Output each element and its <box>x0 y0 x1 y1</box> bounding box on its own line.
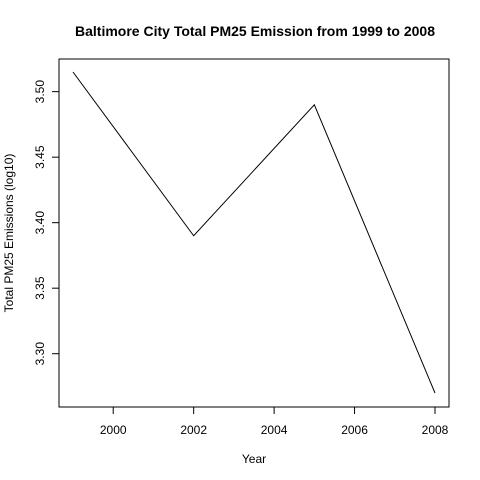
x-tick-label: 2006 <box>341 423 368 437</box>
x-axis: 2000 2002 2004 2006 2008 <box>100 407 449 437</box>
y-tick-label: 3.30 <box>33 342 47 366</box>
x-tick-label: 2002 <box>180 423 207 437</box>
y-tick-label: 3.40 <box>33 211 47 235</box>
plot-frame <box>59 59 449 407</box>
x-tick-label: 2004 <box>261 423 288 437</box>
series-layer <box>73 72 435 393</box>
x-tick-label: 2000 <box>100 423 127 437</box>
chart-title: Baltimore City Total PM25 Emission from … <box>75 23 435 39</box>
y-tick-label: 3.50 <box>33 80 47 104</box>
series-line <box>73 72 435 393</box>
y-tick-label: 3.35 <box>33 276 47 300</box>
y-axis: 3.30 3.35 3.40 3.45 3.50 <box>33 80 59 366</box>
x-axis-label: Year <box>242 452 266 466</box>
y-axis-label: Total PM25 Emissions (log10) <box>2 154 16 313</box>
x-tick-label: 2008 <box>422 423 449 437</box>
y-tick-label: 3.45 <box>33 145 47 169</box>
